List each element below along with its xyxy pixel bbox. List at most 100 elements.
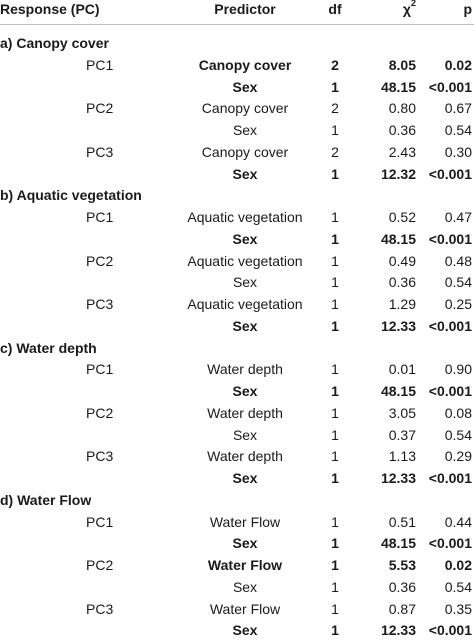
- chi-squared-cell: 2.43: [388, 143, 416, 160]
- df-cell: 1: [331, 230, 339, 247]
- df-cell: 1: [331, 578, 339, 595]
- section-title-row: c) Water depth: [0, 337, 474, 359]
- table-row: Sex 1 0.37 0.54: [0, 424, 474, 446]
- df-cell: 1: [331, 165, 339, 182]
- response-cell: PC3: [86, 296, 114, 312]
- response-cell: PC2: [86, 100, 114, 117]
- p-value-cell: 0.54: [444, 274, 472, 291]
- section-title: b) Aquatic vegetation: [0, 187, 142, 204]
- header-predictor: Predictor: [214, 1, 276, 17]
- predictor-cell: Sex: [232, 230, 258, 247]
- chi-squared-cell: 12.32: [380, 165, 416, 182]
- p-value-cell: 0.02: [444, 56, 472, 73]
- p-value-cell: <0.001: [428, 230, 472, 247]
- p-value-cell: 0.35: [444, 600, 472, 617]
- df-cell: 1: [331, 209, 339, 225]
- p-value-cell: <0.001: [428, 535, 472, 552]
- predictor-cell: Water depth: [207, 361, 283, 378]
- df-cell: 1: [331, 296, 339, 312]
- response-cell: PC2: [86, 252, 114, 269]
- table-row: PC2 Aquatic vegetation 1 0.49 0.48: [0, 250, 474, 272]
- predictor-cell: Water Flow: [209, 600, 281, 617]
- chi-squared-cell: 0.36: [388, 122, 416, 138]
- p-value-cell: 0.30: [444, 143, 472, 160]
- table-row: Sex 1 12.32 <0.001: [0, 163, 474, 185]
- chi-squared-cell: 0.52: [388, 209, 416, 225]
- p-value-cell: 0.48: [444, 252, 472, 269]
- table-row: PC3 Water depth 1 1.13 0.29: [0, 445, 474, 467]
- predictor-cell: Sex: [232, 274, 258, 291]
- response-cell: PC2: [86, 557, 114, 573]
- df-cell: 2: [331, 56, 339, 73]
- p-value-cell: 0.54: [444, 122, 472, 138]
- table-row: Sex 1 48.15 <0.001: [0, 76, 474, 98]
- chi-superscript: 2: [410, 0, 416, 8]
- predictor-cell: Sex: [232, 470, 258, 486]
- chi-squared-cell: 12.33: [380, 317, 416, 334]
- df-cell: 1: [331, 252, 339, 269]
- response-cell: PC1: [86, 361, 114, 378]
- p-value-cell: 0.44: [444, 513, 472, 530]
- predictor-cell: Sex: [232, 165, 258, 182]
- chi-squared-cell: 0.36: [388, 578, 416, 595]
- predictor-cell: Sex: [232, 383, 258, 399]
- response-cell: PC3: [86, 143, 114, 160]
- response-cell: PC3: [86, 448, 114, 465]
- p-value-cell: 0.90: [444, 361, 472, 378]
- df-cell: 1: [331, 274, 339, 291]
- chi-squared-cell: 48.15: [380, 383, 416, 399]
- df-cell: 1: [331, 404, 339, 421]
- header-response: Response (PC): [0, 1, 100, 17]
- table-row: PC2 Canopy cover 2 0.80 0.67: [0, 97, 474, 119]
- p-value-cell: 0.29: [444, 448, 472, 465]
- predictor-cell: Canopy cover: [201, 143, 289, 160]
- df-cell: 1: [331, 557, 339, 573]
- chi-squared-cell: 48.15: [380, 78, 416, 95]
- predictor-cell: Sex: [232, 578, 258, 595]
- df-cell: 2: [331, 100, 339, 117]
- p-value-cell: 0.08: [444, 404, 472, 421]
- df-cell: 1: [331, 513, 339, 530]
- predictor-cell: Water Flow: [209, 513, 281, 530]
- p-value-cell: <0.001: [428, 383, 472, 399]
- table-header-row: Response (PC) Predictor df χ2 p: [0, 0, 474, 20]
- p-value-cell: 0.47: [444, 209, 472, 225]
- df-cell: 1: [331, 426, 339, 443]
- chi-squared-cell: 8.05: [388, 56, 416, 73]
- chi-squared-cell: 0.87: [388, 600, 416, 617]
- section-title: d) Water Flow: [0, 491, 92, 508]
- chi-symbol: χ: [402, 1, 411, 17]
- df-cell: 1: [331, 448, 339, 465]
- table-row: PC3 Water Flow 1 0.87 0.35: [0, 598, 474, 620]
- table-row: PC2 Water Flow 1 5.53 0.02: [0, 554, 474, 576]
- table-row: Sex 1 48.15 <0.001: [0, 380, 474, 402]
- df-cell: 1: [331, 361, 339, 378]
- chi-squared-cell: 48.15: [380, 230, 416, 247]
- section-title: c) Water depth: [0, 339, 97, 356]
- predictor-cell: Sex: [232, 317, 258, 334]
- header-chi-squared: χ2: [360, 0, 416, 20]
- response-cell: PC1: [86, 56, 114, 73]
- predictor-cell: Sex: [232, 622, 258, 639]
- df-cell: 1: [331, 622, 339, 639]
- df-cell: 2: [331, 143, 339, 160]
- chi-squared-cell: 12.33: [380, 622, 416, 639]
- response-cell: PC1: [86, 513, 114, 530]
- chi-squared-cell: 0.51: [388, 513, 416, 530]
- table-row: PC3 Canopy cover 2 2.43 0.30: [0, 141, 474, 163]
- section-title: a) Canopy cover: [0, 35, 109, 51]
- section-title-row: a) Canopy cover: [0, 32, 474, 54]
- predictor-cell: Canopy cover: [201, 100, 289, 117]
- p-value-cell: <0.001: [428, 165, 472, 182]
- df-cell: 1: [331, 122, 339, 138]
- df-cell: 1: [331, 600, 339, 617]
- df-cell: 1: [331, 470, 339, 486]
- predictor-cell: Water depth: [207, 448, 283, 465]
- table-row: Sex 1 48.15 <0.001: [0, 228, 474, 250]
- section-title-row: d) Water Flow: [0, 489, 474, 511]
- chi-squared-cell: 5.53: [388, 557, 416, 573]
- table-row: Sex 1 12.33 <0.001: [0, 467, 474, 489]
- predictor-cell: Sex: [232, 122, 258, 138]
- p-value-cell: 0.67: [444, 100, 472, 117]
- response-cell: PC3: [86, 600, 114, 617]
